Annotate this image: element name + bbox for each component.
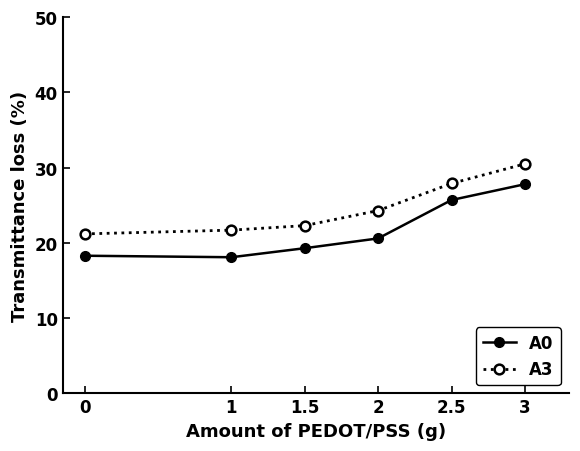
A3 bbox=[521, 162, 528, 167]
A3 bbox=[375, 208, 382, 214]
A3 bbox=[301, 223, 308, 229]
Line: A0: A0 bbox=[80, 180, 530, 262]
A0 bbox=[521, 182, 528, 188]
A3 bbox=[228, 228, 235, 233]
X-axis label: Amount of PEDOT/PSS (g): Amount of PEDOT/PSS (g) bbox=[186, 422, 446, 440]
A0 bbox=[81, 253, 88, 259]
A0 bbox=[448, 198, 455, 203]
Legend: A0, A3: A0, A3 bbox=[476, 328, 560, 385]
A0 bbox=[228, 255, 235, 260]
Line: A3: A3 bbox=[80, 160, 530, 239]
Y-axis label: Transmittance loss (%): Transmittance loss (%) bbox=[11, 91, 29, 321]
A0 bbox=[375, 236, 382, 242]
A3 bbox=[81, 232, 88, 237]
A3 bbox=[448, 181, 455, 187]
A0 bbox=[301, 246, 308, 251]
